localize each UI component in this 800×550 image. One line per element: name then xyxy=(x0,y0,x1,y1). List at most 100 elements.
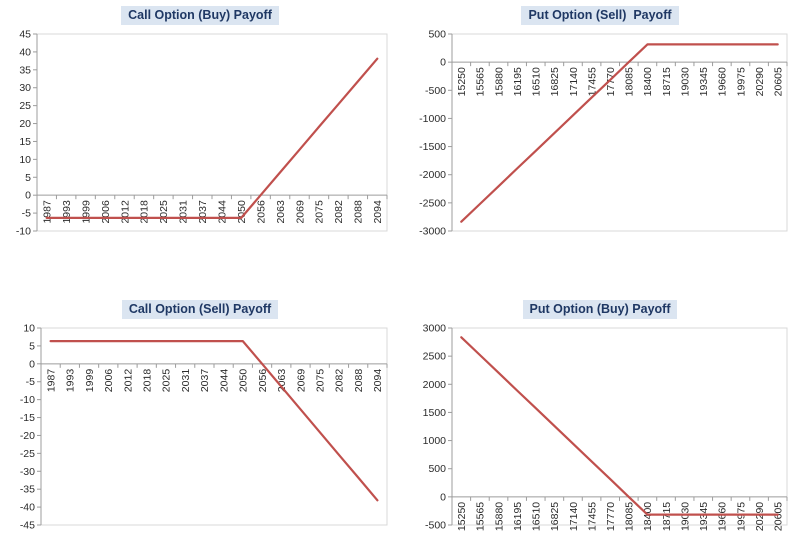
y-tick-label: -45 xyxy=(20,520,35,532)
x-tick-label: 16510 xyxy=(531,502,543,531)
x-tick-label: 18715 xyxy=(661,502,673,531)
x-tick-label: 2050 xyxy=(238,369,250,393)
x-tick-label: 15565 xyxy=(475,502,487,531)
x-tick-label: 1993 xyxy=(61,200,73,224)
x-tick-label: 16195 xyxy=(512,502,524,531)
x-tick-label: 19660 xyxy=(717,67,729,96)
x-tick-label: 19345 xyxy=(698,502,710,531)
x-tick-label: 17455 xyxy=(586,502,598,531)
x-tick-label: 2031 xyxy=(180,369,192,393)
x-tick-label: 15250 xyxy=(456,502,468,531)
y-tick-label: -40 xyxy=(20,502,35,514)
y-tick-label: 0 xyxy=(29,358,35,370)
x-tick-label: 15880 xyxy=(493,67,505,96)
y-tick-label: 15 xyxy=(19,136,31,148)
y-tick-label: -500 xyxy=(425,520,446,532)
x-tick-label: 2025 xyxy=(158,200,170,224)
x-tick-label: 2075 xyxy=(315,369,327,393)
x-tick-label: 2025 xyxy=(161,369,173,393)
x-tick-label: 15565 xyxy=(475,67,487,96)
y-tick-label: 3000 xyxy=(423,323,447,335)
x-tick-label: 16825 xyxy=(549,502,561,531)
y-tick-label: 10 xyxy=(23,323,35,335)
y-tick-label: -3000 xyxy=(419,226,446,238)
x-tick-label: 2094 xyxy=(372,369,384,393)
x-tick-label: 20605 xyxy=(772,502,784,531)
x-tick-label: 2037 xyxy=(199,369,211,393)
x-tick-label: 2006 xyxy=(100,200,112,224)
x-tick-label: 2044 xyxy=(217,200,229,224)
x-tick-label: 2056 xyxy=(257,369,269,393)
x-axis-labels: 15250 15565 15880 16195 16510 16825 17140 17455… xyxy=(456,502,784,531)
chart-put-buy-payoff: Put Option (Buy) Payoff 3000 2500 2000 1500… xyxy=(404,300,796,536)
y-axis: 500 0 -500 -1000 -1500 -2000 -2500 -3000 xyxy=(419,29,453,238)
x-tick-label: 2088 xyxy=(353,200,365,224)
x-tick-label: 1999 xyxy=(84,369,96,393)
y-axis: 10 5 0 -5 -10 -15 -20 -25 -30 -35 -40 -45 xyxy=(20,323,42,532)
x-tick-label: 16825 xyxy=(549,67,561,96)
y-tick-label: -2500 xyxy=(419,197,446,209)
y-tick-label: -10 xyxy=(16,226,31,238)
x-tick-label: 1987 xyxy=(42,200,54,224)
y-tick-label: -35 xyxy=(20,484,35,496)
y-tick-label: 30 xyxy=(19,82,31,94)
chart-call-sell-payoff: Call Option (Sell) Payoff 10 5 0 -5 -10 -15 -2… xyxy=(4,300,396,536)
y-tick-label: 35 xyxy=(19,64,31,76)
x-axis xyxy=(40,363,388,368)
x-axis-labels: 1987 1993 1999 2006 2012 2018 2025 2031 2037 2044… xyxy=(42,200,385,224)
x-tick-label: 1993 xyxy=(65,369,77,393)
x-tick-label: 2012 xyxy=(119,200,131,224)
chart-plot-call-buy: 45 40 35 30 25 20 15 10 5 0 -5 -10 1987 1993 1999 2006 2… xyxy=(16,29,388,238)
y-tick-label: 0 xyxy=(440,57,446,69)
x-tick-label: 19975 xyxy=(735,502,747,531)
plot-border xyxy=(40,327,388,526)
x-tick-label: 19345 xyxy=(698,67,710,96)
y-tick-label: 45 xyxy=(19,29,31,41)
x-tick-label: 20605 xyxy=(772,67,784,96)
y-tick-label: 5 xyxy=(29,340,35,352)
x-tick-label: 17770 xyxy=(605,502,617,531)
y-tick-label: 40 xyxy=(19,46,31,58)
y-tick-label: 0 xyxy=(440,491,446,503)
y-tick-label: 1000 xyxy=(423,435,447,447)
x-tick-label: 2037 xyxy=(197,200,209,224)
y-tick-label: -30 xyxy=(20,466,35,478)
x-tick-label: 2044 xyxy=(218,369,230,393)
y-tick-label: 0 xyxy=(25,190,31,202)
y-tick-label: 20 xyxy=(19,118,31,130)
x-tick-label: 2031 xyxy=(178,200,190,224)
y-tick-label: -25 xyxy=(20,448,35,460)
x-tick-label: 2082 xyxy=(334,369,346,393)
y-axis: 45 40 35 30 25 20 15 10 5 0 -5 -10 xyxy=(16,29,38,238)
y-tick-label: -500 xyxy=(425,85,446,97)
x-tick-label: 20290 xyxy=(754,67,766,96)
x-tick-label: 2018 xyxy=(142,369,154,393)
x-tick-label: 16510 xyxy=(531,67,543,96)
x-tick-label: 17140 xyxy=(568,67,580,96)
payoff-line xyxy=(45,57,379,219)
x-tick-label: 2082 xyxy=(333,200,345,224)
x-tick-label: 2094 xyxy=(372,200,384,224)
x-tick-label: 18400 xyxy=(642,502,654,531)
x-tick-label: 18085 xyxy=(624,502,636,531)
x-tick-label: 2063 xyxy=(275,200,287,224)
x-tick-label: 2012 xyxy=(122,369,134,393)
y-tick-label: -10 xyxy=(20,394,35,406)
y-tick-label: 25 xyxy=(19,100,31,112)
chart-title-call-buy: Call Option (Buy) Payoff xyxy=(121,6,279,25)
x-axis-labels: 1987 1993 1999 2006 2012 2018 2025 2031 2037 2044… xyxy=(45,369,384,393)
x-tick-label: 2088 xyxy=(353,369,365,393)
x-tick-label: 2056 xyxy=(255,200,267,224)
x-tick-label: 2069 xyxy=(295,369,307,393)
payoff-line xyxy=(460,336,779,516)
chart-call-buy-payoff: Call Option (Buy) Payoff 45 40 35 30 25 20 15 1… xyxy=(4,6,396,242)
y-axis: 3000 2500 2000 1500 1000 500 0 -500 xyxy=(423,323,453,532)
x-tick-label: 18715 xyxy=(661,67,673,96)
x-tick-label: 2069 xyxy=(294,200,306,224)
y-tick-label: 2000 xyxy=(423,379,447,391)
y-tick-label: -2000 xyxy=(419,169,446,181)
y-tick-label: 10 xyxy=(19,154,31,166)
chart-title-put-buy: Put Option (Buy) Payoff xyxy=(522,300,678,319)
